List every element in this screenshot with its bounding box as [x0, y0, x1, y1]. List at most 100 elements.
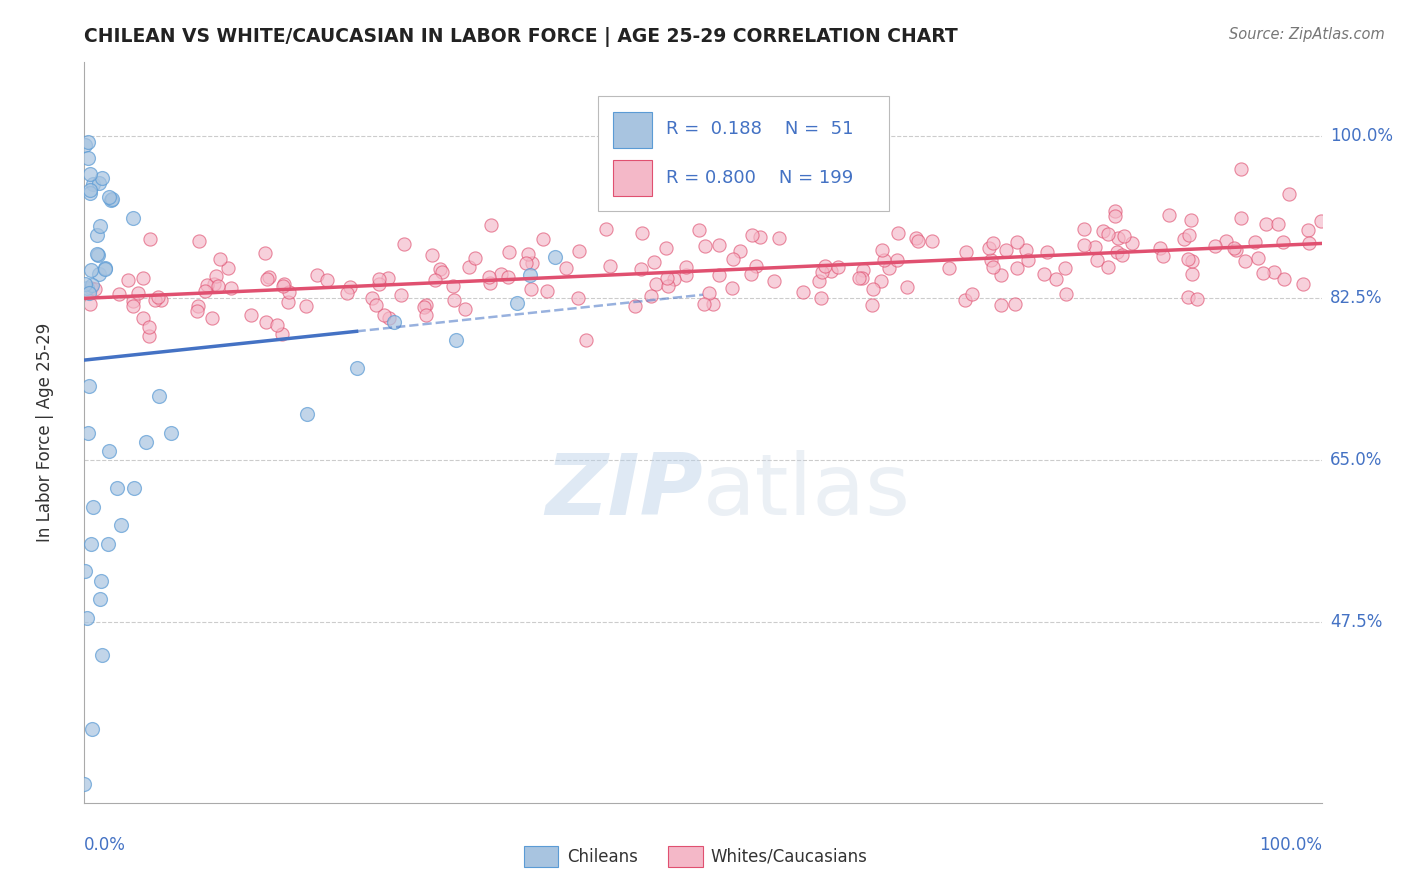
- Point: [361, 291, 384, 305]
- Point: [94, 261, 117, 276]
- Point: [1004, 297, 1026, 311]
- Point: [73, 277, 96, 291]
- Point: [207, 279, 229, 293]
- Point: [79, 182, 101, 196]
- Point: [87, 176, 110, 190]
- Point: [1157, 208, 1180, 222]
- Point: [980, 253, 1002, 268]
- Text: 82.5%: 82.5%: [1330, 289, 1382, 308]
- Point: [506, 296, 529, 310]
- Point: [702, 297, 724, 311]
- Point: [108, 287, 131, 301]
- Point: [1177, 252, 1199, 267]
- Point: [1107, 231, 1129, 245]
- Point: [1251, 267, 1274, 281]
- Point: [860, 298, 883, 312]
- Point: [907, 234, 929, 248]
- Text: ZIP: ZIP: [546, 450, 703, 533]
- Point: [478, 270, 501, 285]
- Point: [271, 326, 294, 341]
- Point: [810, 291, 832, 305]
- Point: [555, 260, 578, 275]
- Point: [990, 268, 1012, 282]
- Point: [662, 272, 685, 286]
- FancyBboxPatch shape: [613, 161, 652, 195]
- Point: [697, 286, 720, 301]
- Point: [187, 299, 209, 313]
- Text: R = 0.800    N = 199: R = 0.800 N = 199: [666, 169, 853, 187]
- Point: [394, 237, 416, 252]
- Point: [441, 278, 464, 293]
- Point: [1032, 267, 1054, 281]
- Point: [887, 226, 910, 240]
- Point: [423, 273, 446, 287]
- Point: [135, 434, 157, 449]
- Point: [160, 425, 183, 440]
- Point: [870, 243, 893, 257]
- Point: [1298, 235, 1320, 250]
- Point: [595, 222, 617, 236]
- Point: [422, 248, 444, 262]
- Text: In Labor Force | Age 25-29: In Labor Force | Age 25-29: [35, 323, 53, 542]
- Point: [811, 265, 834, 279]
- Point: [443, 293, 465, 307]
- Point: [76, 425, 98, 440]
- Point: [1222, 241, 1244, 255]
- Point: [138, 320, 160, 334]
- Point: [73, 777, 96, 791]
- Point: [295, 299, 318, 313]
- Point: [983, 260, 1005, 275]
- Point: [122, 481, 145, 495]
- Point: [1271, 235, 1294, 249]
- Point: [1267, 217, 1289, 231]
- Point: [873, 252, 896, 267]
- Point: [640, 288, 662, 302]
- Point: [1225, 243, 1247, 257]
- FancyBboxPatch shape: [598, 95, 889, 211]
- Point: [295, 407, 318, 421]
- Point: [80, 722, 103, 736]
- Point: [568, 244, 591, 259]
- Point: [76, 135, 98, 149]
- Point: [675, 268, 697, 282]
- Point: [82, 500, 104, 514]
- Point: [415, 298, 437, 312]
- Text: 100.0%: 100.0%: [1258, 836, 1322, 855]
- Point: [1054, 286, 1077, 301]
- Point: [87, 248, 110, 262]
- Point: [367, 272, 389, 286]
- Point: [1152, 249, 1174, 263]
- Point: [76, 611, 98, 625]
- Point: [79, 167, 101, 181]
- Point: [870, 274, 893, 288]
- Point: [82, 278, 104, 293]
- Point: [89, 267, 111, 281]
- Text: 65.0%: 65.0%: [1330, 451, 1382, 469]
- Point: [623, 299, 645, 313]
- Point: [655, 271, 678, 285]
- Point: [498, 244, 520, 259]
- Point: [519, 268, 541, 283]
- Point: [1230, 161, 1253, 176]
- Point: [938, 261, 960, 276]
- Point: [688, 223, 710, 237]
- Text: atlas: atlas: [703, 450, 911, 533]
- Point: [955, 293, 977, 307]
- Point: [278, 285, 301, 300]
- Point: [187, 234, 209, 248]
- Point: [1097, 260, 1119, 274]
- Point: [201, 311, 224, 326]
- Point: [1244, 235, 1267, 250]
- Point: [1105, 245, 1128, 260]
- Point: [962, 286, 984, 301]
- Point: [707, 238, 730, 252]
- Point: [100, 192, 122, 206]
- Point: [1178, 227, 1201, 242]
- Point: [1054, 260, 1077, 275]
- Point: [339, 280, 361, 294]
- Point: [531, 232, 554, 246]
- Point: [479, 276, 502, 290]
- Point: [79, 297, 101, 311]
- Point: [464, 252, 486, 266]
- Point: [1247, 252, 1270, 266]
